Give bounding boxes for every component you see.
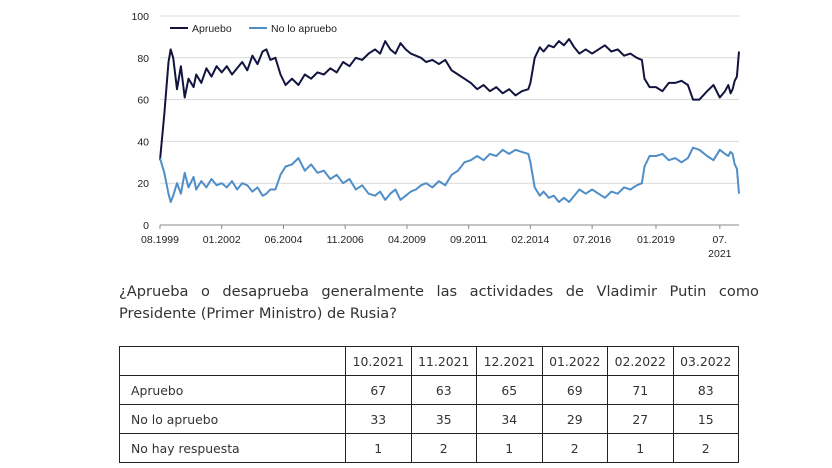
results-table: 10.2021 11.2021 12.2021 01.2022 02.2022 … (119, 346, 739, 463)
table-cell: 15 (673, 405, 739, 434)
table-cell: 1 (477, 434, 543, 463)
x-tick-label: 01.2019 (637, 234, 675, 246)
month-header: 12.2021 (477, 347, 543, 376)
x-tick-label: 09.2011 (450, 234, 487, 246)
y-axis-ticks: 0 20 40 60 80 100 (131, 11, 149, 232)
y-tick-label: 80 (137, 53, 149, 65)
x-tick-label: 11.2006 (327, 234, 364, 246)
chart-legend: Apruebo No lo apruebo (170, 23, 337, 35)
table-cell: 2 (411, 434, 477, 463)
x-tick-label: 01.2002 (203, 234, 241, 246)
table-cell: 65 (477, 376, 543, 405)
legend-label: No lo apruebo (271, 23, 337, 35)
approval-line-chart: 0 20 40 60 80 100 08.1999 01.2002 06.2004 11.200… (0, 0, 832, 270)
table-cell: 29 (542, 405, 608, 434)
x-tick-label: 08.1999 (141, 234, 179, 246)
month-header: 10.2021 (346, 347, 412, 376)
month-header: 03.2022 (673, 347, 739, 376)
table-row-no-hay-respuesta: No hay respuesta 1 2 1 2 1 2 (120, 434, 739, 463)
legend-label: Apruebo (192, 23, 232, 35)
x-tick-label: 2021 (708, 248, 732, 260)
table-cell: 27 (608, 405, 674, 434)
x-tick-label: 07.2016 (573, 234, 611, 246)
y-tick-label: 60 (137, 95, 149, 107)
table-cell: 67 (346, 376, 412, 405)
row-label: No lo apruebo (120, 405, 346, 434)
table-cell: 83 (673, 376, 739, 405)
row-label: Apruebo (120, 376, 346, 405)
table-cell: 63 (411, 376, 477, 405)
y-tick-label: 20 (137, 178, 149, 190)
table-cell: 71 (608, 376, 674, 405)
table-row-no-lo-apruebo: No lo apruebo 33 35 34 29 27 15 (120, 405, 739, 434)
chart-gridlines (160, 16, 739, 183)
table-cell: 1 (346, 434, 412, 463)
month-header: 11.2021 (411, 347, 477, 376)
table-cell: 2 (673, 434, 739, 463)
table-row-apruebo: Apruebo 67 63 65 69 71 83 (120, 376, 739, 405)
y-tick-label: 40 (137, 136, 149, 148)
table-cell: 34 (477, 405, 543, 434)
month-header: 01.2022 (542, 347, 608, 376)
x-axis-ticks: 08.1999 01.2002 06.2004 11.2006 04.2009 09.20… (141, 225, 732, 260)
y-tick-label: 100 (131, 11, 149, 23)
chart-series (160, 39, 739, 202)
table-header-row: 10.2021 11.2021 12.2021 01.2022 02.2022 … (120, 347, 739, 376)
x-tick-label: 02.2014 (511, 234, 549, 246)
x-tick-label: 07. (713, 234, 728, 246)
x-tick-label: 04.2009 (388, 234, 426, 246)
y-tick-label: 0 (143, 220, 149, 232)
survey-question: ¿Aprueba o desaprueba generalmente las a… (119, 281, 759, 325)
row-label: No hay respuesta (120, 434, 346, 463)
table-corner-cell (120, 347, 346, 376)
series-line-no-lo-apruebo (160, 148, 739, 202)
table-cell: 69 (542, 376, 608, 405)
x-tick-label: 06.2004 (264, 234, 302, 246)
table-cell: 33 (346, 405, 412, 434)
table-cell: 35 (411, 405, 477, 434)
month-header: 02.2022 (608, 347, 674, 376)
table-cell: 1 (608, 434, 674, 463)
table-cell: 2 (542, 434, 608, 463)
